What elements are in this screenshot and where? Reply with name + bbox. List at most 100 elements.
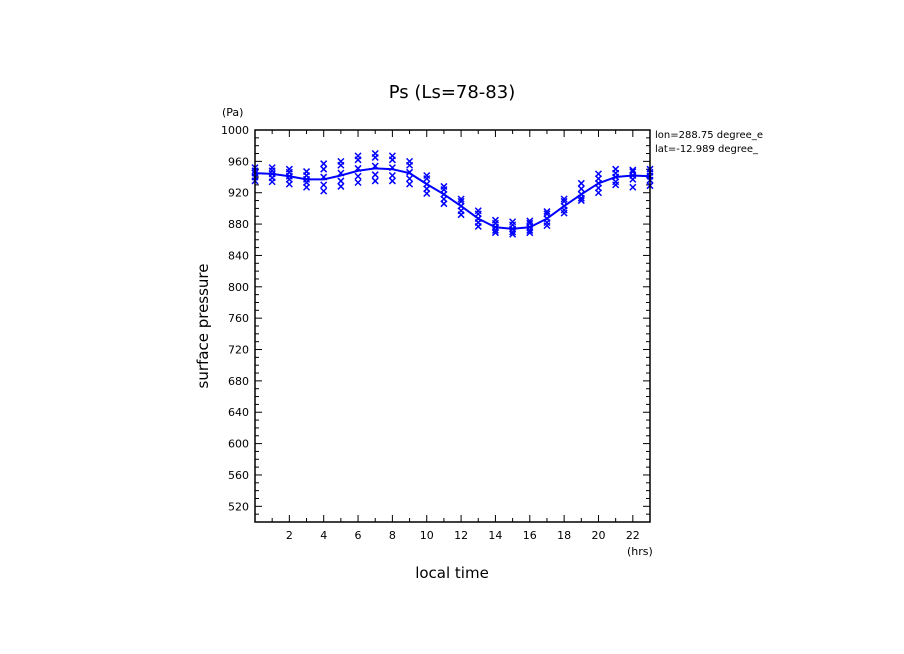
tick-labels: 2 4 6 8 10 12 14 16 18 20 22 520 560 600 640 680 720 760 8… (221, 124, 640, 542)
y-axis-label: surface pressure (194, 264, 212, 389)
x-tick-label: 22 (626, 529, 640, 542)
scatter-point (629, 166, 637, 174)
scatter-point (302, 175, 311, 183)
scatter-point (268, 164, 276, 172)
scatter-point (337, 169, 345, 177)
x-tick-label: 2 (286, 529, 293, 542)
scatter-point (612, 165, 620, 173)
scatter-point (423, 189, 431, 198)
scatter-point (423, 180, 431, 188)
scatter-point (577, 179, 585, 187)
scatter-point (406, 168, 414, 176)
x-tick-label: 12 (454, 529, 468, 542)
scatter-point (354, 164, 362, 172)
scatter-point (509, 218, 517, 226)
scatter-point (388, 152, 396, 160)
scatter-point (594, 170, 603, 178)
scatter-point (629, 171, 637, 180)
scatter-point (594, 189, 603, 197)
scatter-point (560, 209, 568, 217)
x-tick-label: 4 (320, 529, 327, 542)
scatter-point (337, 157, 345, 165)
scatter-point (509, 230, 517, 238)
scatter-point (526, 217, 534, 225)
scatter-point (371, 149, 379, 158)
y-tick-label: 800 (228, 281, 249, 294)
scatter-point (474, 215, 482, 223)
scatter-point (440, 200, 448, 208)
scatter-point (491, 229, 499, 237)
scatter-point (543, 208, 551, 216)
scatter-point (388, 177, 396, 185)
x-axis-label: local time (415, 564, 489, 582)
scatter-point (371, 177, 379, 185)
scatter-point (423, 171, 431, 180)
y-tick-label: 880 (228, 218, 249, 231)
scatter-point (526, 223, 534, 231)
data-marks (251, 149, 654, 238)
scatter-point (406, 157, 414, 165)
scatter-point (526, 229, 534, 237)
scatter-point (354, 152, 362, 160)
scatter-point (457, 202, 465, 210)
chart-title: Ps (Ls=78-83) (389, 82, 515, 103)
scatter-point (371, 171, 379, 179)
scatter-point (560, 202, 568, 210)
y-tick-label: 760 (228, 312, 249, 325)
scatter-point (268, 170, 276, 178)
scatter-point (629, 183, 637, 191)
scatter-point (491, 223, 499, 231)
annotation-lon: lon=288.75 degree_e (655, 130, 763, 141)
x-tick-label: 8 (389, 529, 396, 542)
scatter-point (371, 162, 379, 170)
scatter-point (440, 182, 448, 190)
scatter-point (320, 165, 328, 173)
y-tick-label: 960 (228, 155, 249, 168)
scatter-point (577, 185, 585, 193)
scatter-point (354, 178, 362, 187)
x-tick-label: 20 (591, 529, 605, 542)
scatter-point (577, 190, 585, 198)
annotation-clip (780, 125, 904, 160)
y-tick-label: 840 (228, 249, 249, 262)
plot-frame (254, 129, 651, 523)
scatter-point (285, 165, 293, 173)
x-tick-label: 16 (523, 529, 537, 542)
scatter-point (594, 179, 603, 187)
y-tick-label: 920 (228, 187, 249, 200)
y-tick-label: 600 (228, 438, 249, 451)
scatter-point (320, 187, 328, 195)
scatter-point (406, 180, 414, 188)
x-tick-label: 14 (488, 529, 502, 542)
scatter-point (337, 177, 345, 185)
y-tick-label: 1000 (221, 124, 249, 137)
x-tick-label: 6 (355, 529, 362, 542)
scatter-point (560, 195, 568, 203)
scatter-point (457, 211, 465, 219)
scatter-point (474, 222, 482, 230)
scatter-point (320, 160, 328, 168)
x-tick-label: 10 (420, 529, 434, 542)
scatter-point (543, 215, 551, 223)
scatter-point (388, 171, 396, 180)
scatter-point (354, 172, 362, 180)
scatter-point (285, 180, 293, 188)
scatter-point (302, 183, 311, 191)
annotation-lat: lat=-12.989 degree_ (655, 144, 759, 155)
scatter-point (440, 190, 448, 198)
scatter-point (268, 178, 276, 186)
scatter-point (337, 182, 345, 190)
scatter-point (406, 175, 414, 183)
scatter-point (612, 173, 620, 181)
scatter-point (320, 181, 328, 189)
scatter-point (285, 172, 293, 180)
scatter-point (543, 222, 551, 230)
y-tick-label: 680 (228, 375, 249, 388)
scatter-point (302, 168, 311, 176)
y-tick-label: 560 (228, 469, 249, 482)
scatter-point (388, 164, 396, 172)
mean-line (254, 167, 651, 230)
scatter-point (509, 225, 517, 233)
scatter-point (320, 173, 328, 181)
